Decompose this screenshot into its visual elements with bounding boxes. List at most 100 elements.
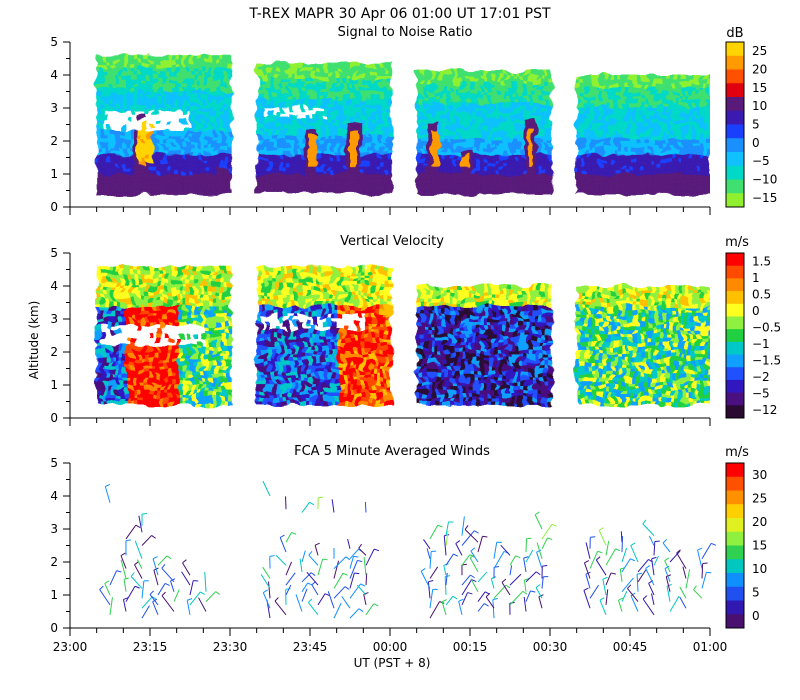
heatmap-cell	[312, 67, 317, 72]
heatmap-cell	[465, 130, 470, 135]
heatmap-cell	[424, 118, 429, 124]
heatmap-cell	[376, 185, 381, 191]
heatmap-cell	[320, 162, 325, 167]
heatmap-cell	[256, 126, 261, 132]
heatmap-cell	[350, 162, 355, 167]
heatmap-cell	[427, 158, 433, 163]
heatmap-cell	[197, 94, 202, 100]
heatmap-cell	[294, 114, 299, 120]
heatmap-cell	[364, 189, 370, 195]
heatmap-cell	[602, 177, 608, 183]
heatmap-cell	[212, 170, 217, 175]
heatmap-cell	[96, 289, 101, 295]
heatmap-cell	[439, 90, 444, 96]
heatmap-cell	[606, 189, 611, 195]
heatmap-cell	[197, 110, 202, 116]
heatmap-cell	[290, 146, 295, 151]
heatmap-cell	[539, 75, 545, 80]
heatmap-cell	[699, 86, 705, 92]
heatmap-cell	[327, 130, 332, 135]
heatmap-cell	[316, 142, 321, 147]
heatmap-cell	[357, 114, 362, 120]
heatmap-cell	[134, 82, 139, 88]
heatmap-cell	[498, 106, 504, 112]
heatmap-cell	[361, 110, 366, 116]
heatmap-cell	[204, 177, 210, 183]
heatmap-cell	[476, 71, 481, 76]
heatmap-cell	[227, 146, 232, 151]
heatmap-cell	[100, 381, 105, 386]
heatmap-cell	[442, 110, 448, 116]
heatmap-cell	[111, 177, 116, 183]
heatmap-cell	[212, 106, 217, 112]
heatmap-cell	[208, 150, 213, 155]
heatmap-cell	[156, 134, 161, 139]
heatmap-cell	[197, 130, 202, 135]
heatmap-cell	[115, 170, 120, 175]
heatmap-cell	[576, 150, 581, 155]
heatmap-cell	[107, 130, 113, 135]
heatmap-cell	[294, 146, 299, 151]
heatmap-cell	[335, 78, 340, 84]
heatmap-cell	[450, 94, 455, 100]
heatmap-cell	[167, 86, 172, 92]
heatmap-cell	[655, 118, 660, 124]
heatmap-cell	[696, 181, 701, 187]
heatmap-cell	[472, 114, 477, 120]
heatmap-cell	[119, 361, 124, 366]
heatmap-cell	[137, 150, 143, 155]
heatmap-cell	[547, 181, 552, 187]
heatmap-cell	[331, 174, 336, 179]
heatmap-cell	[297, 177, 303, 183]
heatmap-cell	[312, 154, 317, 159]
heatmap-cell	[119, 154, 124, 159]
heatmap-cell	[212, 146, 217, 151]
heatmap-cell	[216, 170, 221, 175]
heatmap-cell	[528, 177, 533, 183]
heatmap-cell	[703, 174, 708, 179]
heatmap-cell	[684, 154, 690, 159]
heatmap-cell	[688, 94, 693, 100]
heatmap-cell	[602, 181, 608, 187]
heatmap-cell	[670, 122, 675, 128]
heatmap-cell	[126, 106, 131, 112]
heatmap-cell	[260, 78, 265, 84]
heatmap-cell	[193, 162, 199, 167]
heatmap-cell	[692, 98, 697, 104]
heatmap-cell	[580, 90, 585, 96]
heatmap-cell	[420, 189, 425, 195]
heatmap-cell	[160, 55, 165, 60]
heatmap-cell	[658, 94, 664, 100]
heatmap-cell	[167, 189, 172, 195]
heatmap-cell	[628, 146, 634, 151]
heatmap-cell	[591, 75, 596, 80]
heatmap-cell	[372, 150, 377, 155]
heatmap-cell	[312, 126, 317, 132]
heatmap-cell	[264, 185, 269, 191]
heatmap-cell	[286, 177, 291, 183]
heatmap-cell	[294, 166, 299, 171]
heatmap-cell	[342, 86, 347, 92]
heatmap-cell	[134, 321, 139, 327]
heatmap-cell	[543, 150, 548, 155]
colorbar-segment	[726, 83, 744, 98]
heatmap-cell	[130, 154, 135, 159]
heatmap-cell	[457, 75, 463, 80]
heatmap-cell	[100, 166, 105, 171]
heatmap-cell	[137, 286, 143, 291]
heatmap-cell	[227, 98, 232, 104]
heatmap-cell	[510, 162, 515, 167]
heatmap-cell	[227, 106, 232, 112]
heatmap-cell	[587, 82, 593, 88]
heatmap-cell	[107, 122, 113, 128]
heatmap-cell	[587, 158, 593, 163]
heatmap-cell	[576, 86, 581, 92]
heatmap-cell	[528, 158, 533, 163]
heatmap-cell	[424, 94, 429, 100]
heatmap-cell	[387, 102, 392, 108]
heatmap-cell	[420, 90, 425, 96]
heatmap-cell	[442, 185, 448, 191]
heatmap-cell	[450, 177, 455, 183]
heatmap-cell	[513, 86, 519, 92]
heatmap-cell	[628, 126, 634, 132]
